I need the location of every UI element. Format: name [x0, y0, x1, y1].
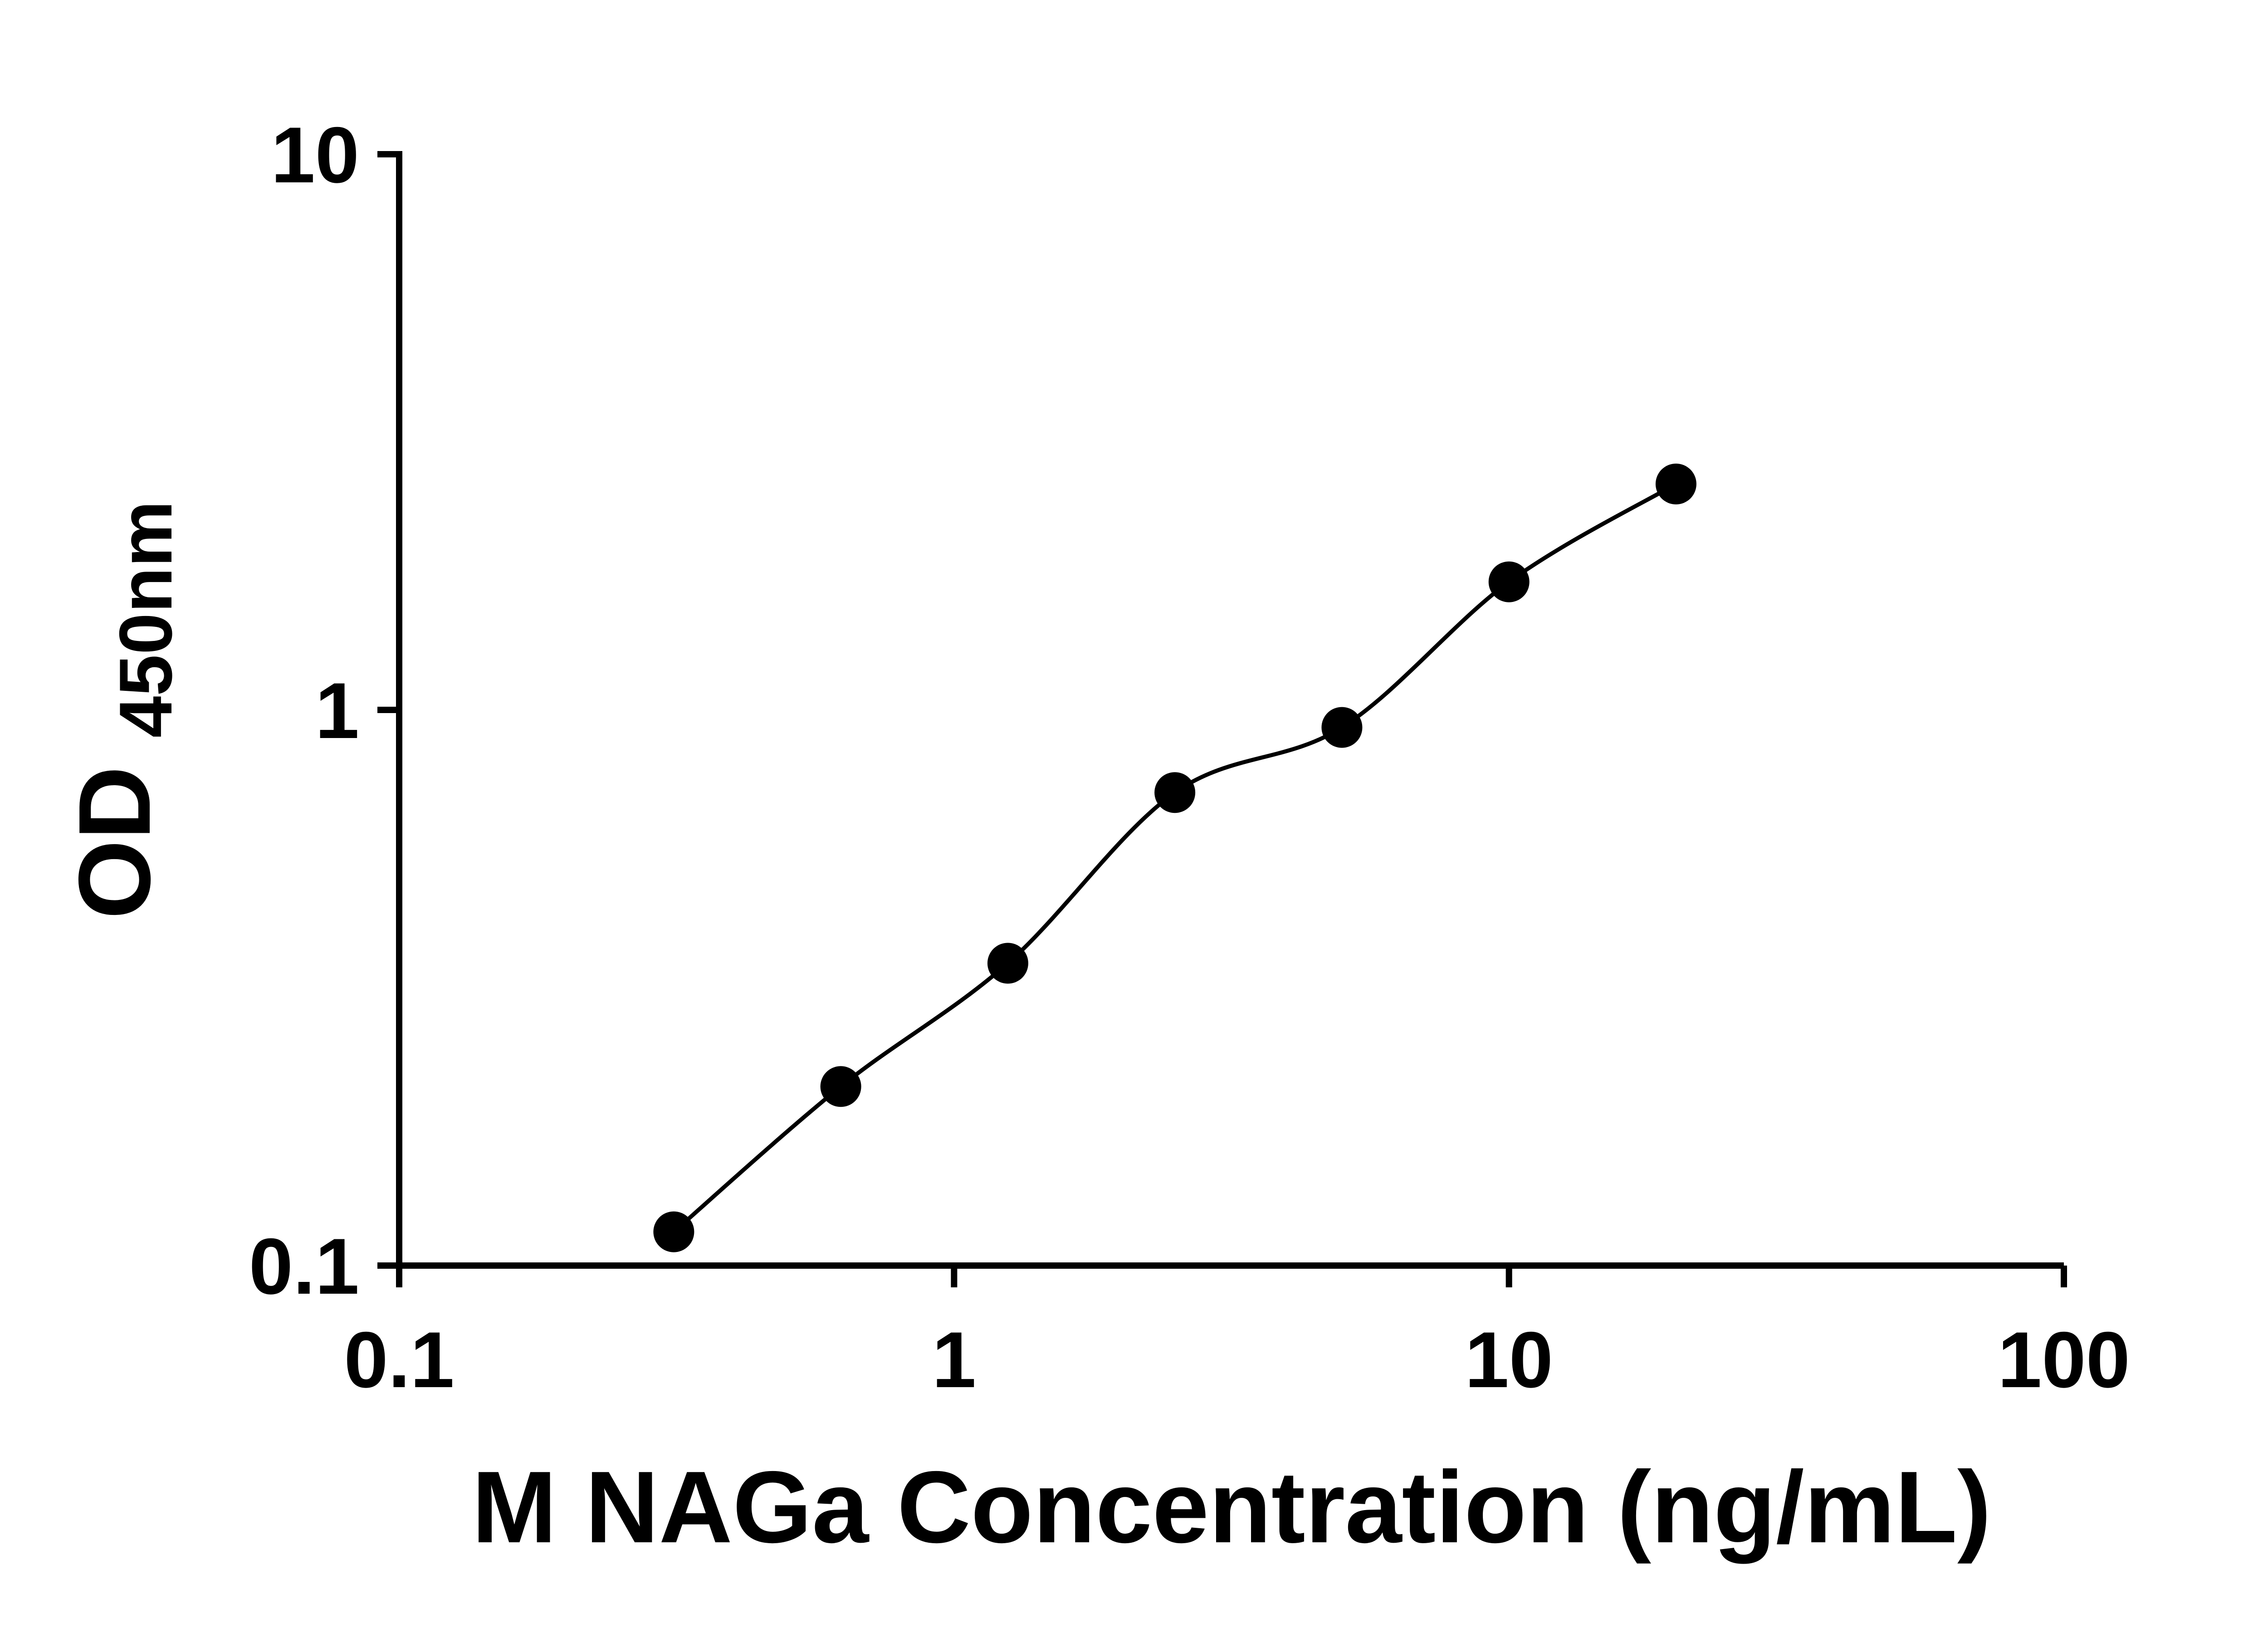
data-point: [1655, 464, 1696, 504]
x-tick-label: 100: [1998, 1316, 2130, 1404]
data-point: [1321, 707, 1363, 748]
data-point: [820, 1066, 861, 1107]
y-tick-label: 10: [271, 111, 359, 200]
data-point: [987, 943, 1028, 984]
data-point: [1154, 772, 1196, 813]
y-axis-title-subscript: 450nm: [104, 501, 187, 738]
y-tick-label: 1: [315, 667, 359, 755]
axes-lines: [396, 151, 2064, 1269]
fit-curve-group: [672, 482, 1677, 1233]
x-tick-label: 0.1: [344, 1316, 454, 1404]
y-axis-title-main: OD: [57, 766, 171, 919]
x-tick-label: 10: [1465, 1316, 1553, 1404]
y-axis-title: OD 450nm: [57, 501, 187, 919]
y-axis-ticks: 0.1 1 10: [249, 111, 399, 1311]
data-point: [653, 1211, 694, 1252]
x-tick-label: 1: [932, 1316, 976, 1404]
fit-curve: [672, 482, 1677, 1233]
data-points-group: [653, 464, 1696, 1252]
x-axis-ticks: 0.1 1 10 100: [344, 1266, 2130, 1404]
data-point: [1488, 561, 1530, 602]
x-axis-title: M NAGa Concentration (ng/mL): [472, 1450, 1991, 1564]
y-tick-label: 0.1: [249, 1222, 359, 1311]
